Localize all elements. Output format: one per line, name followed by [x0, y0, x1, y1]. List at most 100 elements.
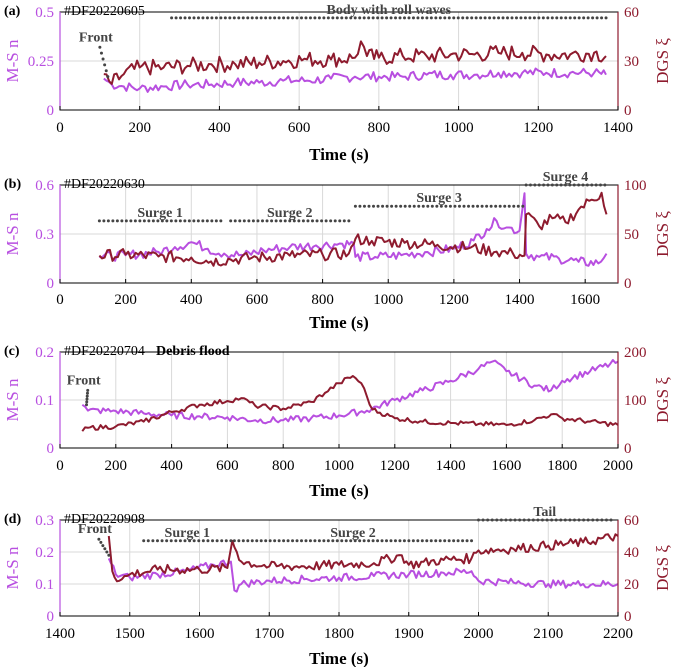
annotation-dot	[268, 539, 272, 543]
annotation-dot	[582, 16, 586, 20]
annotation-dot	[591, 518, 595, 522]
annotation-dot	[430, 204, 434, 208]
annotation-dot	[295, 16, 299, 20]
annotation-dot	[489, 204, 493, 208]
annotation-dot	[187, 219, 191, 223]
y-right-tick-label: 0	[624, 276, 632, 292]
x-tick-label: 800	[311, 292, 334, 308]
annotation-dot	[546, 16, 550, 20]
annotation-dot	[304, 16, 308, 20]
annotation-dot	[568, 183, 572, 187]
annotation-dot	[103, 547, 107, 551]
annotation-dot	[326, 16, 330, 20]
annotation-dot	[291, 539, 295, 543]
annotation-dot	[326, 539, 330, 543]
annotation-dot	[105, 550, 109, 554]
x-tick-label: 1200	[439, 292, 469, 308]
y-left-tick-label: 0.3	[35, 227, 54, 243]
y-left-tick-label: 0	[47, 441, 55, 457]
annotation-dot	[506, 16, 510, 20]
annotation-dot	[273, 539, 277, 543]
annotation-dot	[389, 539, 393, 543]
annotation-dot	[219, 219, 223, 223]
annotation-dot	[417, 204, 421, 208]
annotation-dot	[246, 539, 250, 543]
annotation-dot	[344, 539, 348, 543]
annotation-dot	[133, 219, 137, 223]
annotation-dot	[470, 539, 474, 543]
annotation-dot	[107, 553, 111, 557]
annotation-dot	[313, 16, 317, 20]
annotation-dot	[528, 16, 532, 20]
annotation-dot	[283, 219, 287, 223]
annotation-dot	[435, 204, 439, 208]
annotation-dot	[371, 539, 375, 543]
annotation-dot	[452, 16, 456, 20]
y-left-tick-label: 0.1	[35, 393, 54, 409]
x-tick-label: 1600	[570, 292, 600, 308]
annotation-dot	[492, 16, 496, 20]
panel-label: (b)	[4, 177, 21, 192]
annotation-dot	[425, 539, 429, 543]
annotation-dot	[563, 518, 567, 522]
annotation-dot	[508, 518, 512, 522]
annotation-dot	[224, 539, 228, 543]
annotation-dot	[412, 204, 416, 208]
annotation-dot	[537, 16, 541, 20]
annotation-dot	[470, 16, 474, 20]
annotation-dot	[205, 16, 209, 20]
dgs-series-line	[107, 533, 619, 583]
x-tick-label: 0	[56, 120, 64, 136]
x-tick-label: 0	[56, 292, 64, 308]
x-tick-label: 600	[246, 292, 269, 308]
annotation-label: Front	[79, 30, 113, 45]
annotation-dot	[537, 183, 541, 187]
annotation-dot	[394, 204, 398, 208]
annotation-dot	[342, 219, 346, 223]
x-tick-label: 1200	[523, 120, 553, 136]
annotation-dot	[371, 16, 375, 20]
annotation-dot	[480, 204, 484, 208]
annotation-dot	[497, 16, 501, 20]
annotation-dot	[264, 539, 268, 543]
annotation-dot	[494, 204, 498, 208]
annotation-dot	[99, 51, 103, 55]
x-tick-label: 1400	[45, 626, 75, 642]
annotation-dot	[447, 16, 451, 20]
annotation-dot	[486, 518, 490, 522]
annotation-dot	[402, 16, 406, 20]
annotation-dot	[504, 518, 508, 522]
annotation-dot	[495, 518, 499, 522]
annotation-dot	[215, 539, 219, 543]
annotation-dot	[385, 539, 389, 543]
annotation-dot	[237, 16, 241, 20]
x-axis-label: Time (s)	[309, 145, 369, 164]
annotation-dot	[385, 16, 389, 20]
y-right-axis-label: DGS ξ	[653, 377, 672, 423]
y-left-tick-label: 0.2	[35, 345, 54, 361]
annotation-dot	[322, 539, 326, 543]
y-right-tick-label: 30	[624, 54, 639, 70]
chart-panel-3: 1400 1500 1600 1700 1800 1900 2000 2100 220000.1…	[3, 505, 672, 667]
annotation-dot	[434, 539, 438, 543]
annotation-dot	[604, 518, 608, 522]
annotation-dot	[174, 219, 178, 223]
annotation-dot	[408, 204, 412, 208]
annotation-dot	[545, 518, 549, 522]
annotation-dot	[581, 183, 585, 187]
annotation-dot	[358, 16, 362, 20]
annotation-dot	[347, 219, 351, 223]
annotation-dot	[586, 16, 590, 20]
y-left-tick-label: 0.5	[35, 5, 54, 21]
annotation-dot	[277, 539, 281, 543]
x-tick-label: 1900	[394, 626, 424, 642]
x-tick-label: 800	[368, 120, 391, 136]
x-tick-label: 200	[128, 120, 151, 136]
annotation-dot	[192, 539, 196, 543]
annotation-dot	[138, 219, 142, 223]
annotation-dot	[315, 219, 319, 223]
annotation-dot	[434, 16, 438, 20]
annotation-dot	[595, 518, 599, 522]
annotation-dot	[241, 539, 245, 543]
annotation-dot	[443, 539, 447, 543]
